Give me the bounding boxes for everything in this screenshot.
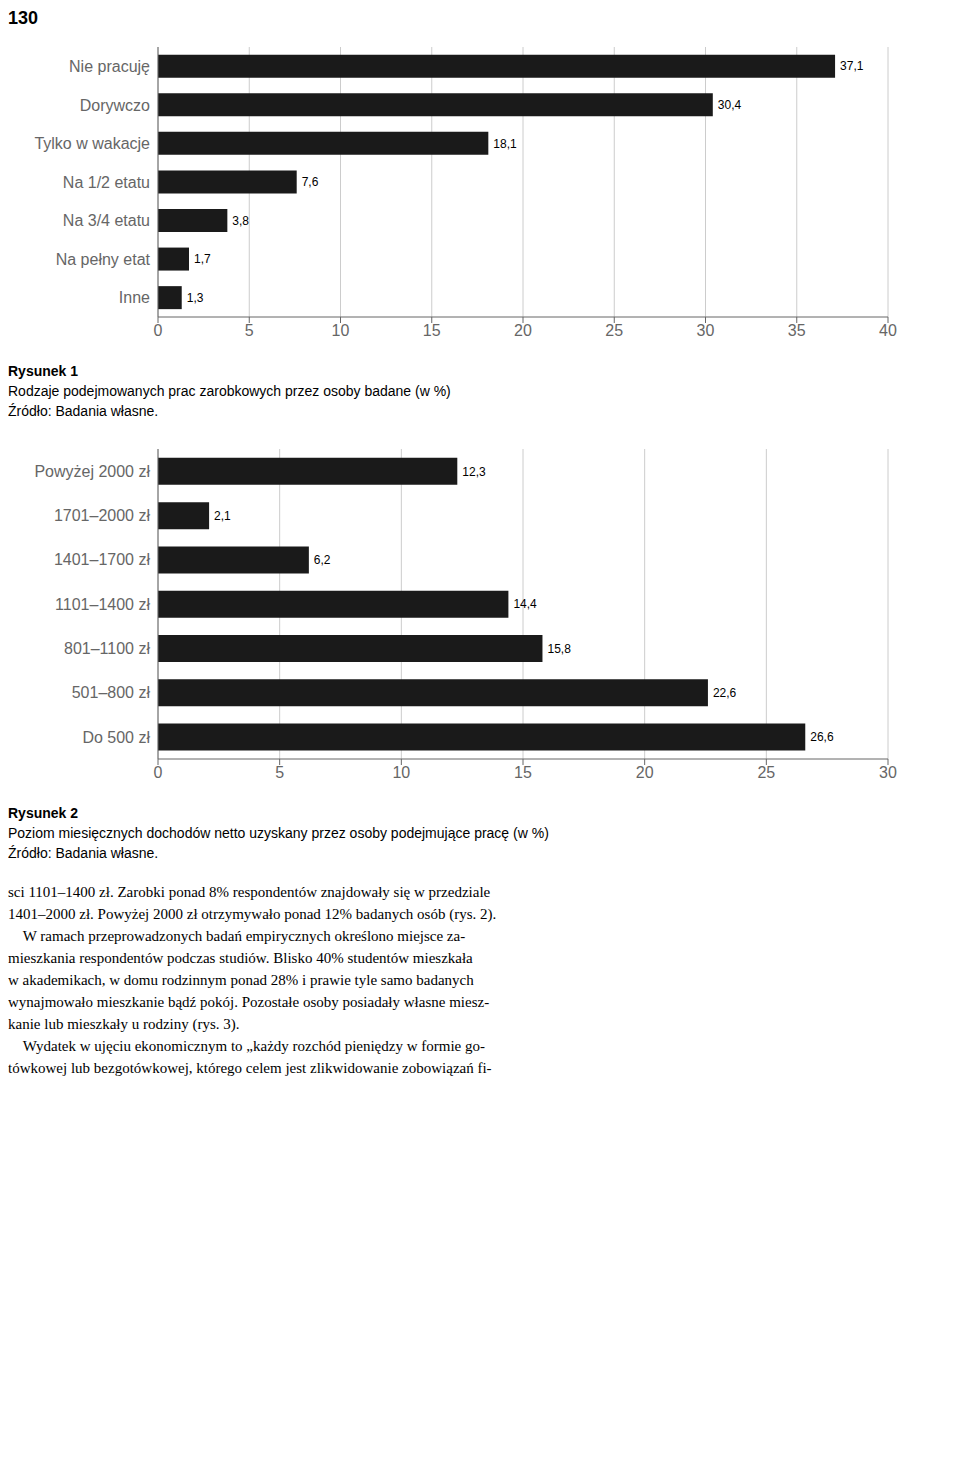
svg-text:Do 500 zł: Do 500 zł (82, 729, 150, 746)
svg-text:15,8: 15,8 (547, 642, 571, 656)
svg-text:20: 20 (514, 322, 532, 339)
svg-text:40: 40 (879, 322, 897, 339)
html-text:sci 1101–1400 zł. Zarobki pona: sci 1101–1400 zł. Zarobki ponad 8% respo… (8, 884, 491, 900)
html-text:wynajmowało mieszkanie bądź po: wynajmowało mieszkanie bądź pokój. Pozos… (8, 994, 490, 1010)
svg-text:30,4: 30,4 (718, 98, 742, 112)
svg-text:15: 15 (514, 764, 532, 781)
svg-text:Powyżej 2000 zł: Powyżej 2000 zł (34, 463, 150, 480)
html-text:Źródło: Badania własne.: Źródło: Badania własne. (8, 845, 159, 861)
svg-text:35: 35 (788, 322, 806, 339)
svg-text:1701–2000 zł: 1701–2000 zł (54, 507, 151, 524)
html-text:w akademikach, w domu rodzinny: w akademikach, w domu rodzinnym ponad 28… (8, 972, 474, 988)
svg-text:501–800 zł: 501–800 zł (72, 684, 151, 701)
svg-text:0: 0 (154, 764, 163, 781)
html-text:130: 130 (8, 8, 38, 28)
svg-text:25: 25 (757, 764, 775, 781)
html-text:Poziom miesięcznych dochodów n: Poziom miesięcznych dochodów netto uzysk… (8, 825, 549, 841)
svg-text:18,1: 18,1 (493, 137, 517, 151)
svg-text:2,1: 2,1 (214, 509, 231, 523)
svg-text:26,6: 26,6 (810, 730, 834, 744)
svg-text:0: 0 (154, 322, 163, 339)
html-text:kanie lub mieszkały u rodziny: kanie lub mieszkały u rodziny (rys. 3). (8, 1016, 240, 1032)
svg-text:30: 30 (697, 322, 715, 339)
svg-text:1,7: 1,7 (194, 252, 211, 266)
svg-text:1101–1400 zł: 1101–1400 zł (55, 596, 150, 613)
html-text:Rysunek 1: Rysunek 1 (8, 363, 78, 379)
html-text:Źródło: Badania własne.: Źródło: Badania własne. (8, 403, 159, 419)
html-text:Wydatek w ujęciu ekonomicznym: Wydatek w ujęciu ekonomicznym to „każdy … (8, 1038, 485, 1054)
html-text:Rysunek 2: Rysunek 2 (8, 805, 78, 821)
svg-text:Na 3/4 etatu: Na 3/4 etatu (63, 212, 150, 229)
svg-text:801–1100 zł: 801–1100 zł (64, 640, 150, 657)
html-text:1401–2000 zł. Powyżej 2000 zł: 1401–2000 zł. Powyżej 2000 zł otrzymywał… (8, 906, 497, 922)
svg-text:14,4: 14,4 (513, 597, 537, 611)
svg-text:1,3: 1,3 (187, 291, 204, 305)
svg-text:Na 1/2 etatu: Na 1/2 etatu (63, 174, 150, 191)
svg-text:5: 5 (245, 322, 254, 339)
svg-text:10: 10 (392, 764, 410, 781)
svg-text:7,6: 7,6 (302, 175, 319, 189)
svg-text:Na pełny etat: Na pełny etat (56, 251, 151, 268)
svg-text:1401–1700 zł: 1401–1700 zł (54, 551, 151, 568)
svg-text:37,1: 37,1 (840, 59, 864, 73)
svg-text:25: 25 (605, 322, 623, 339)
svg-text:6,2: 6,2 (314, 553, 331, 567)
html-text:mieszkania respondentów podcza: mieszkania respondentów podczas studiów.… (8, 950, 473, 966)
svg-text:30: 30 (879, 764, 897, 781)
svg-text:3,8: 3,8 (232, 214, 249, 228)
svg-text:22,6: 22,6 (713, 686, 737, 700)
svg-text:10: 10 (332, 322, 350, 339)
svg-text:20: 20 (636, 764, 654, 781)
svg-text:5: 5 (275, 764, 284, 781)
svg-text:Nie pracuję: Nie pracuję (69, 58, 150, 75)
svg-text:12,3: 12,3 (462, 465, 486, 479)
svg-text:Dorywczo: Dorywczo (80, 97, 150, 114)
svg-text:15: 15 (423, 322, 441, 339)
html-text:W ramach przeprowadzonych bada: W ramach przeprowadzonych badań empirycz… (8, 928, 466, 944)
svg-text:Tylko w wakacje: Tylko w wakacje (34, 135, 150, 152)
html-text:tówkowej lub bezgotówkowej, kt: tówkowej lub bezgotówkowej, którego cele… (8, 1060, 492, 1076)
html-text:Rodzaje podejmowanych prac zar: Rodzaje podejmowanych prac zarobkowych p… (8, 383, 451, 399)
svg-text:Inne: Inne (119, 289, 150, 306)
